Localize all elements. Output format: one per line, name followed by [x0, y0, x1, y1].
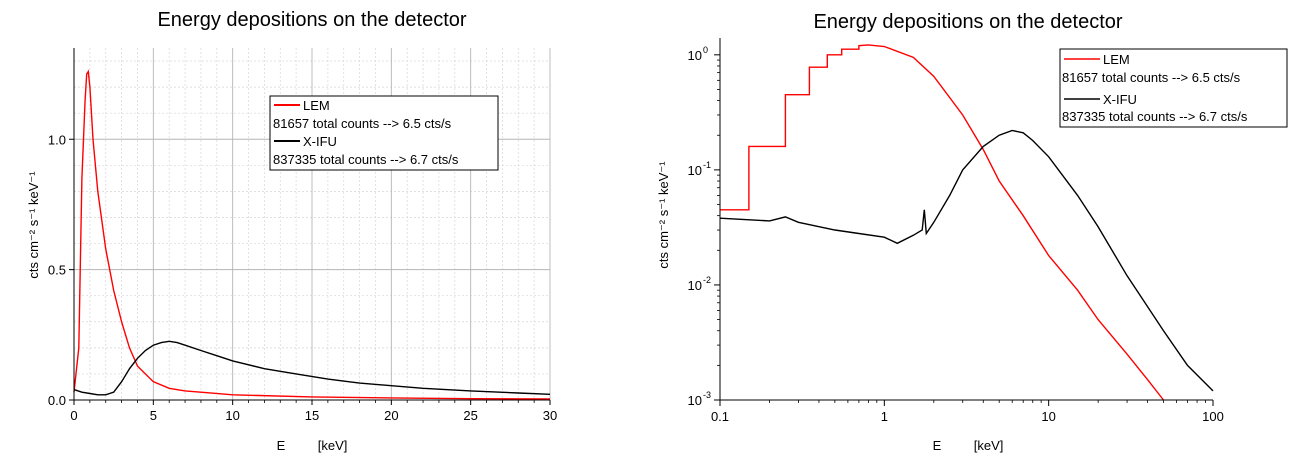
x-tick-label: 15 — [305, 408, 319, 423]
y-tick-label: 1.0 — [48, 132, 66, 147]
y-tick-label: 0.5 — [48, 263, 66, 278]
x-tick-label: 5 — [150, 408, 157, 423]
y-tick-exponent: -1 — [703, 160, 711, 170]
chart-right: Energy depositions on the detector 0.1 1 1… — [656, 11, 1288, 453]
chart-left-axes: 0 5 10 15 20 25 30 0.0 0.5 1.0 — [48, 48, 557, 423]
legend-label-lem: LEM — [1103, 52, 1130, 67]
chart-right-series — [719, 44, 1214, 401]
chart-left-title: Energy depositions on the detector — [157, 9, 466, 31]
y-tick-label: 10 — [688, 48, 702, 63]
legend-label-xifu-counts: 837335 total counts --> 6.7 cts/s — [1062, 109, 1248, 124]
legend-label-lem-counts: 81657 total counts --> 6.5 cts/s — [273, 116, 452, 131]
x-tick-label: 0 — [70, 408, 77, 423]
legend-label-xifu: X-IFU — [303, 134, 337, 149]
chart-left: Energy depositions on the detector 0 5 10 1… — [26, 9, 557, 453]
legend-label-xifu-counts: 837335 total counts --> 6.7 cts/s — [273, 152, 459, 167]
x-tick-label: 25 — [463, 408, 477, 423]
legend-label-lem-counts: 81657 total counts --> 6.5 cts/s — [1062, 70, 1241, 85]
y-tick-label: 0.0 — [48, 393, 66, 408]
chart-left-legend: LEM 81657 total counts --> 6.5 cts/s X-I… — [269, 95, 499, 171]
x-tick-label: 10 — [1041, 409, 1055, 424]
y-tick-label: 10 — [688, 278, 702, 293]
y-tick-label: 10 — [688, 163, 702, 178]
y-tick-label: 10 — [688, 393, 702, 408]
legend-label-lem: LEM — [303, 98, 330, 113]
chart-left-series — [73, 69, 551, 400]
x-tick-label: 30 — [543, 408, 557, 423]
x-tick-label: 1 — [881, 409, 888, 424]
legend-box — [1059, 48, 1288, 128]
series-line-lem — [73, 69, 551, 400]
legend-box — [269, 95, 499, 171]
chart-right-legend: LEM 81657 total counts --> 6.5 cts/s X-I… — [1059, 48, 1288, 128]
chart-right-xlabel: E [keV] — [933, 438, 1004, 453]
x-tick-label: 100 — [1202, 409, 1224, 424]
x-tick-label: 10 — [225, 408, 239, 423]
chart-right-title: Energy depositions on the detector — [813, 11, 1122, 33]
x-tick-label: 20 — [384, 408, 398, 423]
chart-left-ylabel: cts cm⁻² s⁻¹ keV⁻¹ — [26, 171, 41, 279]
chart-right-ylabel: cts cm⁻² s⁻¹ keV⁻¹ — [656, 161, 671, 269]
series-line-x-ifu — [73, 340, 551, 396]
y-tick-exponent: -2 — [703, 275, 711, 285]
x-tick-label: 0.1 — [711, 409, 729, 424]
series-line-x-ifu — [719, 129, 1214, 392]
chart-left-xlabel: E [keV] — [277, 438, 348, 453]
y-tick-exponent: -3 — [703, 390, 711, 400]
legend-label-xifu: X-IFU — [1103, 92, 1137, 107]
y-tick-exponent: 0 — [703, 45, 708, 55]
series-line-lem — [720, 44, 1165, 401]
